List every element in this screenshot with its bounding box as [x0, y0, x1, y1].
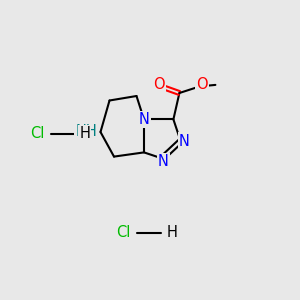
Text: N: N [158, 154, 169, 169]
Text: N: N [139, 112, 149, 127]
Text: Cl: Cl [116, 225, 130, 240]
Text: O: O [196, 76, 208, 92]
Text: O: O [154, 76, 165, 92]
Text: H: H [166, 225, 177, 240]
Text: H: H [79, 126, 90, 141]
Text: Cl: Cl [30, 126, 45, 141]
Text: NH: NH [75, 124, 97, 140]
Text: N: N [179, 134, 190, 148]
